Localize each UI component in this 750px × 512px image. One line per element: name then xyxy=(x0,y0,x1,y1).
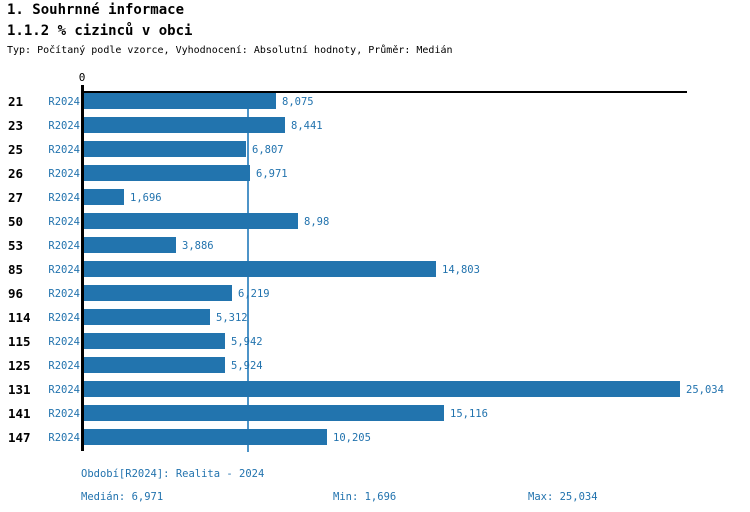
row-category-label: 85 xyxy=(8,262,24,277)
row-series-label: R2024 xyxy=(48,240,80,252)
chart-title: 1.1.2 % cizinců v obci xyxy=(7,23,193,39)
row-category-label: 141 xyxy=(8,406,31,421)
min-stat: Min: 1,696 xyxy=(333,491,397,503)
chart-row: 141 R2024 15,116 xyxy=(0,405,750,421)
chart-row: 147 R2024 10,205 xyxy=(0,429,750,445)
row-category-label: 23 xyxy=(8,118,24,133)
chart-row: 23 R2024 8,441 xyxy=(0,117,750,133)
row-series-label: R2024 xyxy=(48,360,80,372)
median-stat: Medián: 6,971 xyxy=(81,491,164,503)
bar-value-label: 8,075 xyxy=(282,96,314,108)
bar-147 xyxy=(84,429,327,445)
bar-26 xyxy=(84,165,250,181)
bar-value-label: 5,312 xyxy=(216,312,248,324)
row-category-label: 114 xyxy=(8,310,31,325)
chart-row: 114 R2024 5,312 xyxy=(0,309,750,325)
bar-value-label: 6,219 xyxy=(238,288,270,300)
bar-value-label: 10,205 xyxy=(333,432,371,444)
bar-96 xyxy=(84,285,232,301)
row-category-label: 25 xyxy=(8,142,24,157)
bar-value-label: 5,924 xyxy=(231,360,263,372)
row-series-label: R2024 xyxy=(48,216,80,228)
row-series-label: R2024 xyxy=(48,384,80,396)
row-category-label: 21 xyxy=(8,94,24,109)
bar-114 xyxy=(84,309,210,325)
row-category-label: 96 xyxy=(8,286,24,301)
chart-row: 21 R2024 8,075 xyxy=(0,93,750,109)
row-category-label: 115 xyxy=(8,334,31,349)
chart-meta-line: Typ: Počítaný podle vzorce, Vyhodnocení:… xyxy=(7,45,453,56)
bar-125 xyxy=(84,357,225,373)
bar-value-label: 8,98 xyxy=(304,216,330,228)
row-series-label: R2024 xyxy=(48,432,80,444)
chart-row: 27 R2024 1,696 xyxy=(0,189,750,205)
page-title: 1. Souhrnné informace xyxy=(7,2,185,18)
chart-row: 115 R2024 5,942 xyxy=(0,333,750,349)
bar-value-label: 25,034 xyxy=(686,384,724,396)
bar-141 xyxy=(84,405,444,421)
row-series-label: R2024 xyxy=(48,120,80,132)
bar-131 xyxy=(84,381,680,397)
row-series-label: R2024 xyxy=(48,96,80,108)
row-series-label: R2024 xyxy=(48,312,80,324)
row-category-label: 125 xyxy=(8,358,31,373)
bar-value-label: 1,696 xyxy=(130,192,162,204)
row-series-label: R2024 xyxy=(48,336,80,348)
period-legend: Období[R2024]: Realita - 2024 xyxy=(81,468,265,480)
row-series-label: R2024 xyxy=(48,168,80,180)
x-axis-line xyxy=(81,91,687,93)
chart-row: 50 R2024 8,98 xyxy=(0,213,750,229)
chart-row: 53 R2024 3,886 xyxy=(0,237,750,253)
bar-value-label: 6,807 xyxy=(252,144,284,156)
row-category-label: 27 xyxy=(8,190,24,205)
row-category-label: 147 xyxy=(8,430,31,445)
chart-row: 26 R2024 6,971 xyxy=(0,165,750,181)
chart-row: 85 R2024 14,803 xyxy=(0,261,750,277)
chart-row: 25 R2024 6,807 xyxy=(0,141,750,157)
bar-50 xyxy=(84,213,298,229)
bar-value-label: 3,886 xyxy=(182,240,214,252)
bar-value-label: 15,116 xyxy=(450,408,488,420)
chart-row: 131 R2024 25,034 xyxy=(0,381,750,397)
row-category-label: 26 xyxy=(8,166,24,181)
bar-21 xyxy=(84,93,276,109)
row-series-label: R2024 xyxy=(48,144,80,156)
bar-value-label: 8,441 xyxy=(291,120,323,132)
row-category-label: 131 xyxy=(8,382,31,397)
bar-53 xyxy=(84,237,176,253)
bar-115 xyxy=(84,333,225,349)
bar-23 xyxy=(84,117,285,133)
bar-85 xyxy=(84,261,436,277)
bar-value-label: 5,942 xyxy=(231,336,263,348)
x-axis-zero-label: 0 xyxy=(78,71,86,84)
max-stat: Max: 25,034 xyxy=(528,491,598,503)
chart-row: 125 R2024 5,924 xyxy=(0,357,750,373)
bar-value-label: 14,803 xyxy=(442,264,480,276)
bar-25 xyxy=(84,141,246,157)
bar-27 xyxy=(84,189,124,205)
row-category-label: 50 xyxy=(8,214,24,229)
row-series-label: R2024 xyxy=(48,192,80,204)
row-series-label: R2024 xyxy=(48,264,80,276)
row-category-label: 53 xyxy=(8,238,24,253)
y-axis-line xyxy=(81,85,84,451)
row-series-label: R2024 xyxy=(48,408,80,420)
bar-value-label: 6,971 xyxy=(256,168,288,180)
row-series-label: R2024 xyxy=(48,288,80,300)
chart-row: 96 R2024 6,219 xyxy=(0,285,750,301)
